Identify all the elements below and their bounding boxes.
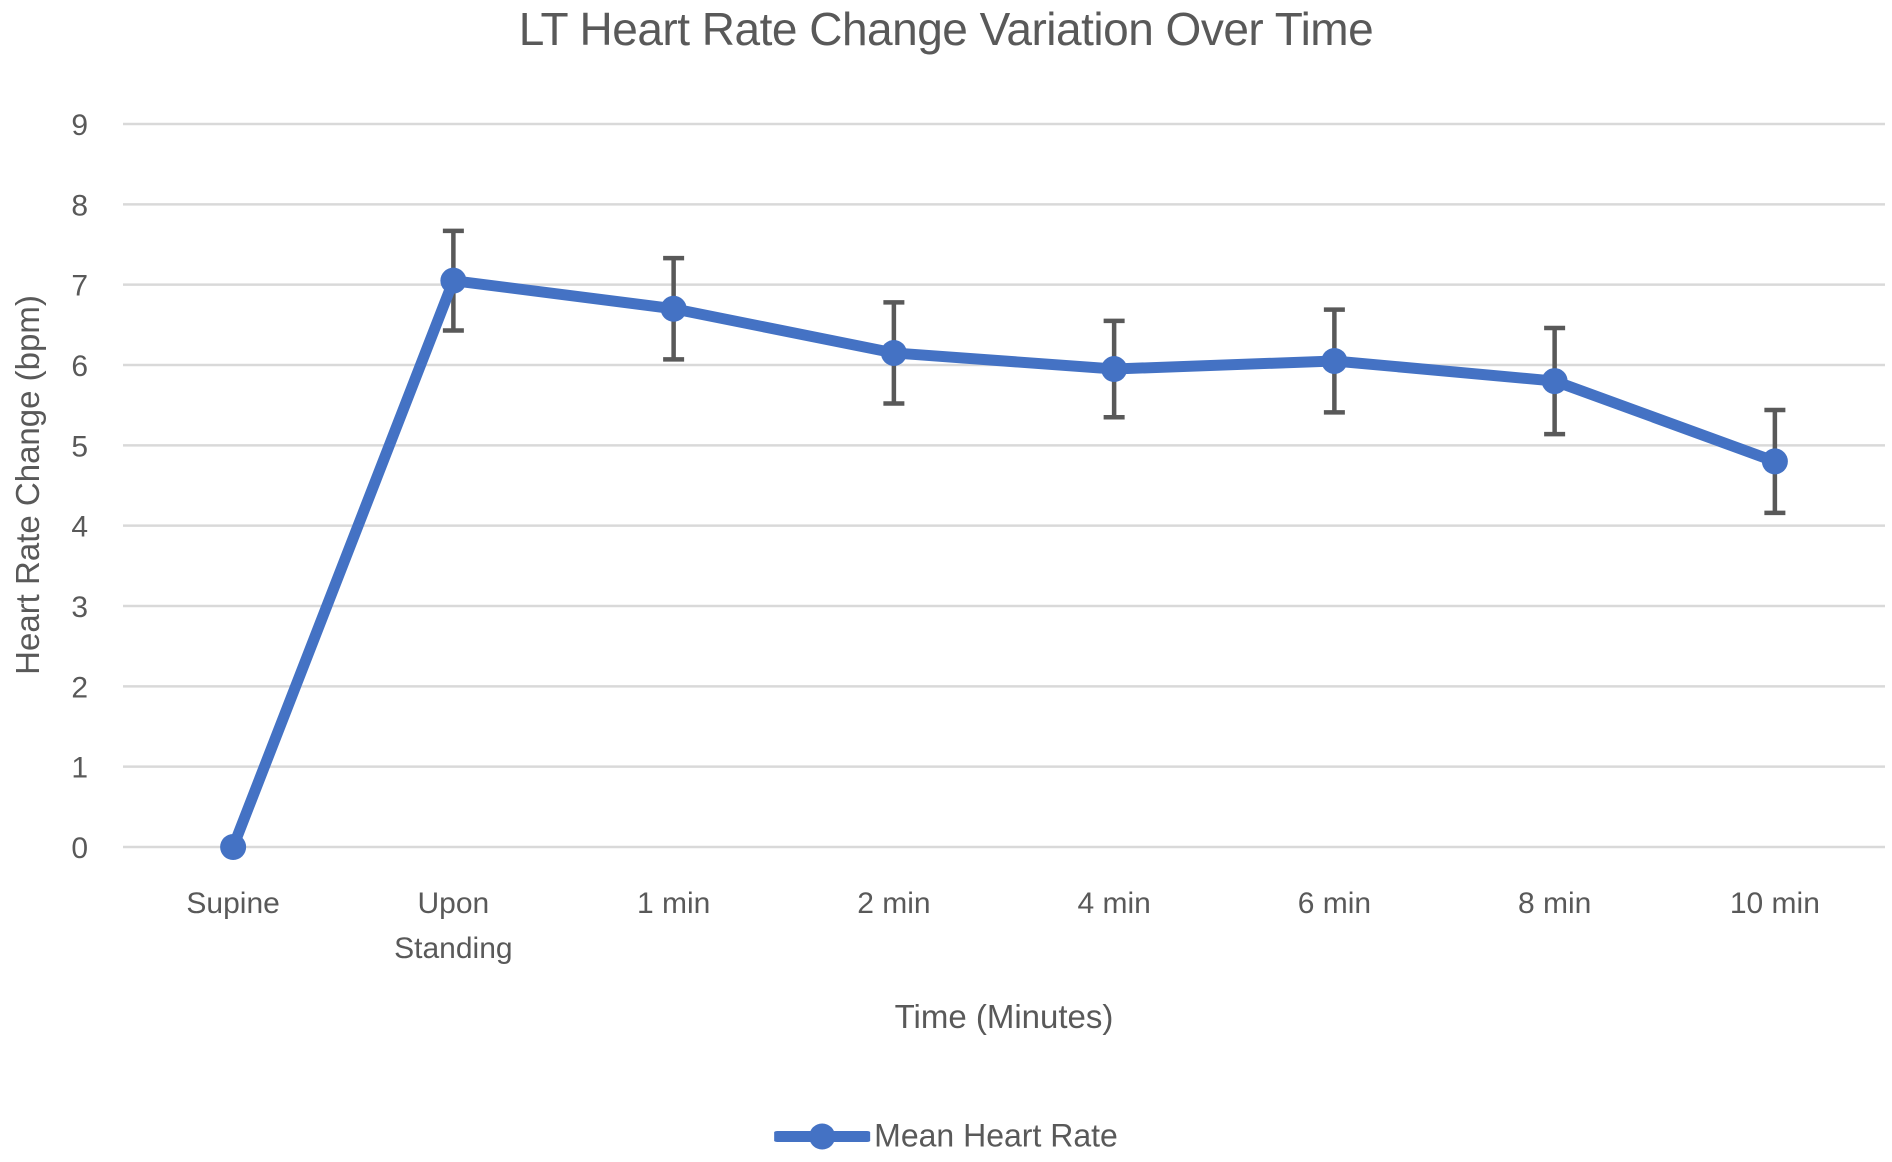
data-point-marker <box>1761 448 1788 475</box>
y-tick-label: 7 <box>71 270 88 303</box>
data-point-marker <box>660 295 687 322</box>
data-point-marker <box>880 339 907 366</box>
series-line <box>227 275 1781 853</box>
y-tick-label: 8 <box>71 189 88 222</box>
gridlines <box>123 122 1885 849</box>
y-tick-label: 4 <box>71 511 88 544</box>
legend: Mean Heart Rate <box>774 1118 1118 1155</box>
y-tick-label: 2 <box>71 671 88 704</box>
x-category-label: 10 min <box>1730 887 1820 920</box>
x-category-label: 4 min <box>1077 887 1150 920</box>
x-category-labels: Supine Upon Standing 1 min 2 min 4 min 6 min 8 … <box>186 887 1819 965</box>
legend-line-marker-icon <box>774 1123 871 1149</box>
x-category-label: 8 min <box>1518 887 1591 920</box>
y-tick-labels: 0 1 2 3 4 5 6 7 8 9 <box>71 109 88 865</box>
x-category-label: 2 min <box>857 887 930 920</box>
data-point-marker <box>1541 368 1568 395</box>
data-point-marker <box>1321 347 1348 374</box>
y-tick-label: 5 <box>71 430 88 463</box>
x-category-label: Supine <box>186 887 279 920</box>
x-category-label: 1 min <box>637 887 710 920</box>
x-category-label: 6 min <box>1298 887 1371 920</box>
y-tick-label: 3 <box>71 591 88 624</box>
data-point-markers <box>220 267 1788 860</box>
data-point-marker <box>440 267 467 294</box>
x-axis-title: Time (Minutes) <box>894 998 1114 1035</box>
chart-title: LT Heart Rate Change Variation Over Time <box>518 3 1374 55</box>
legend-label: Mean Heart Rate <box>874 1117 1118 1154</box>
y-tick-label: 9 <box>71 109 88 142</box>
data-point-marker <box>220 834 247 860</box>
y-tick-label: 0 <box>71 832 88 865</box>
x-category-label: Upon Standing <box>394 887 512 965</box>
y-tick-label: 1 <box>71 752 88 785</box>
y-tick-label: 6 <box>71 350 88 383</box>
data-point-marker <box>1101 356 1128 383</box>
